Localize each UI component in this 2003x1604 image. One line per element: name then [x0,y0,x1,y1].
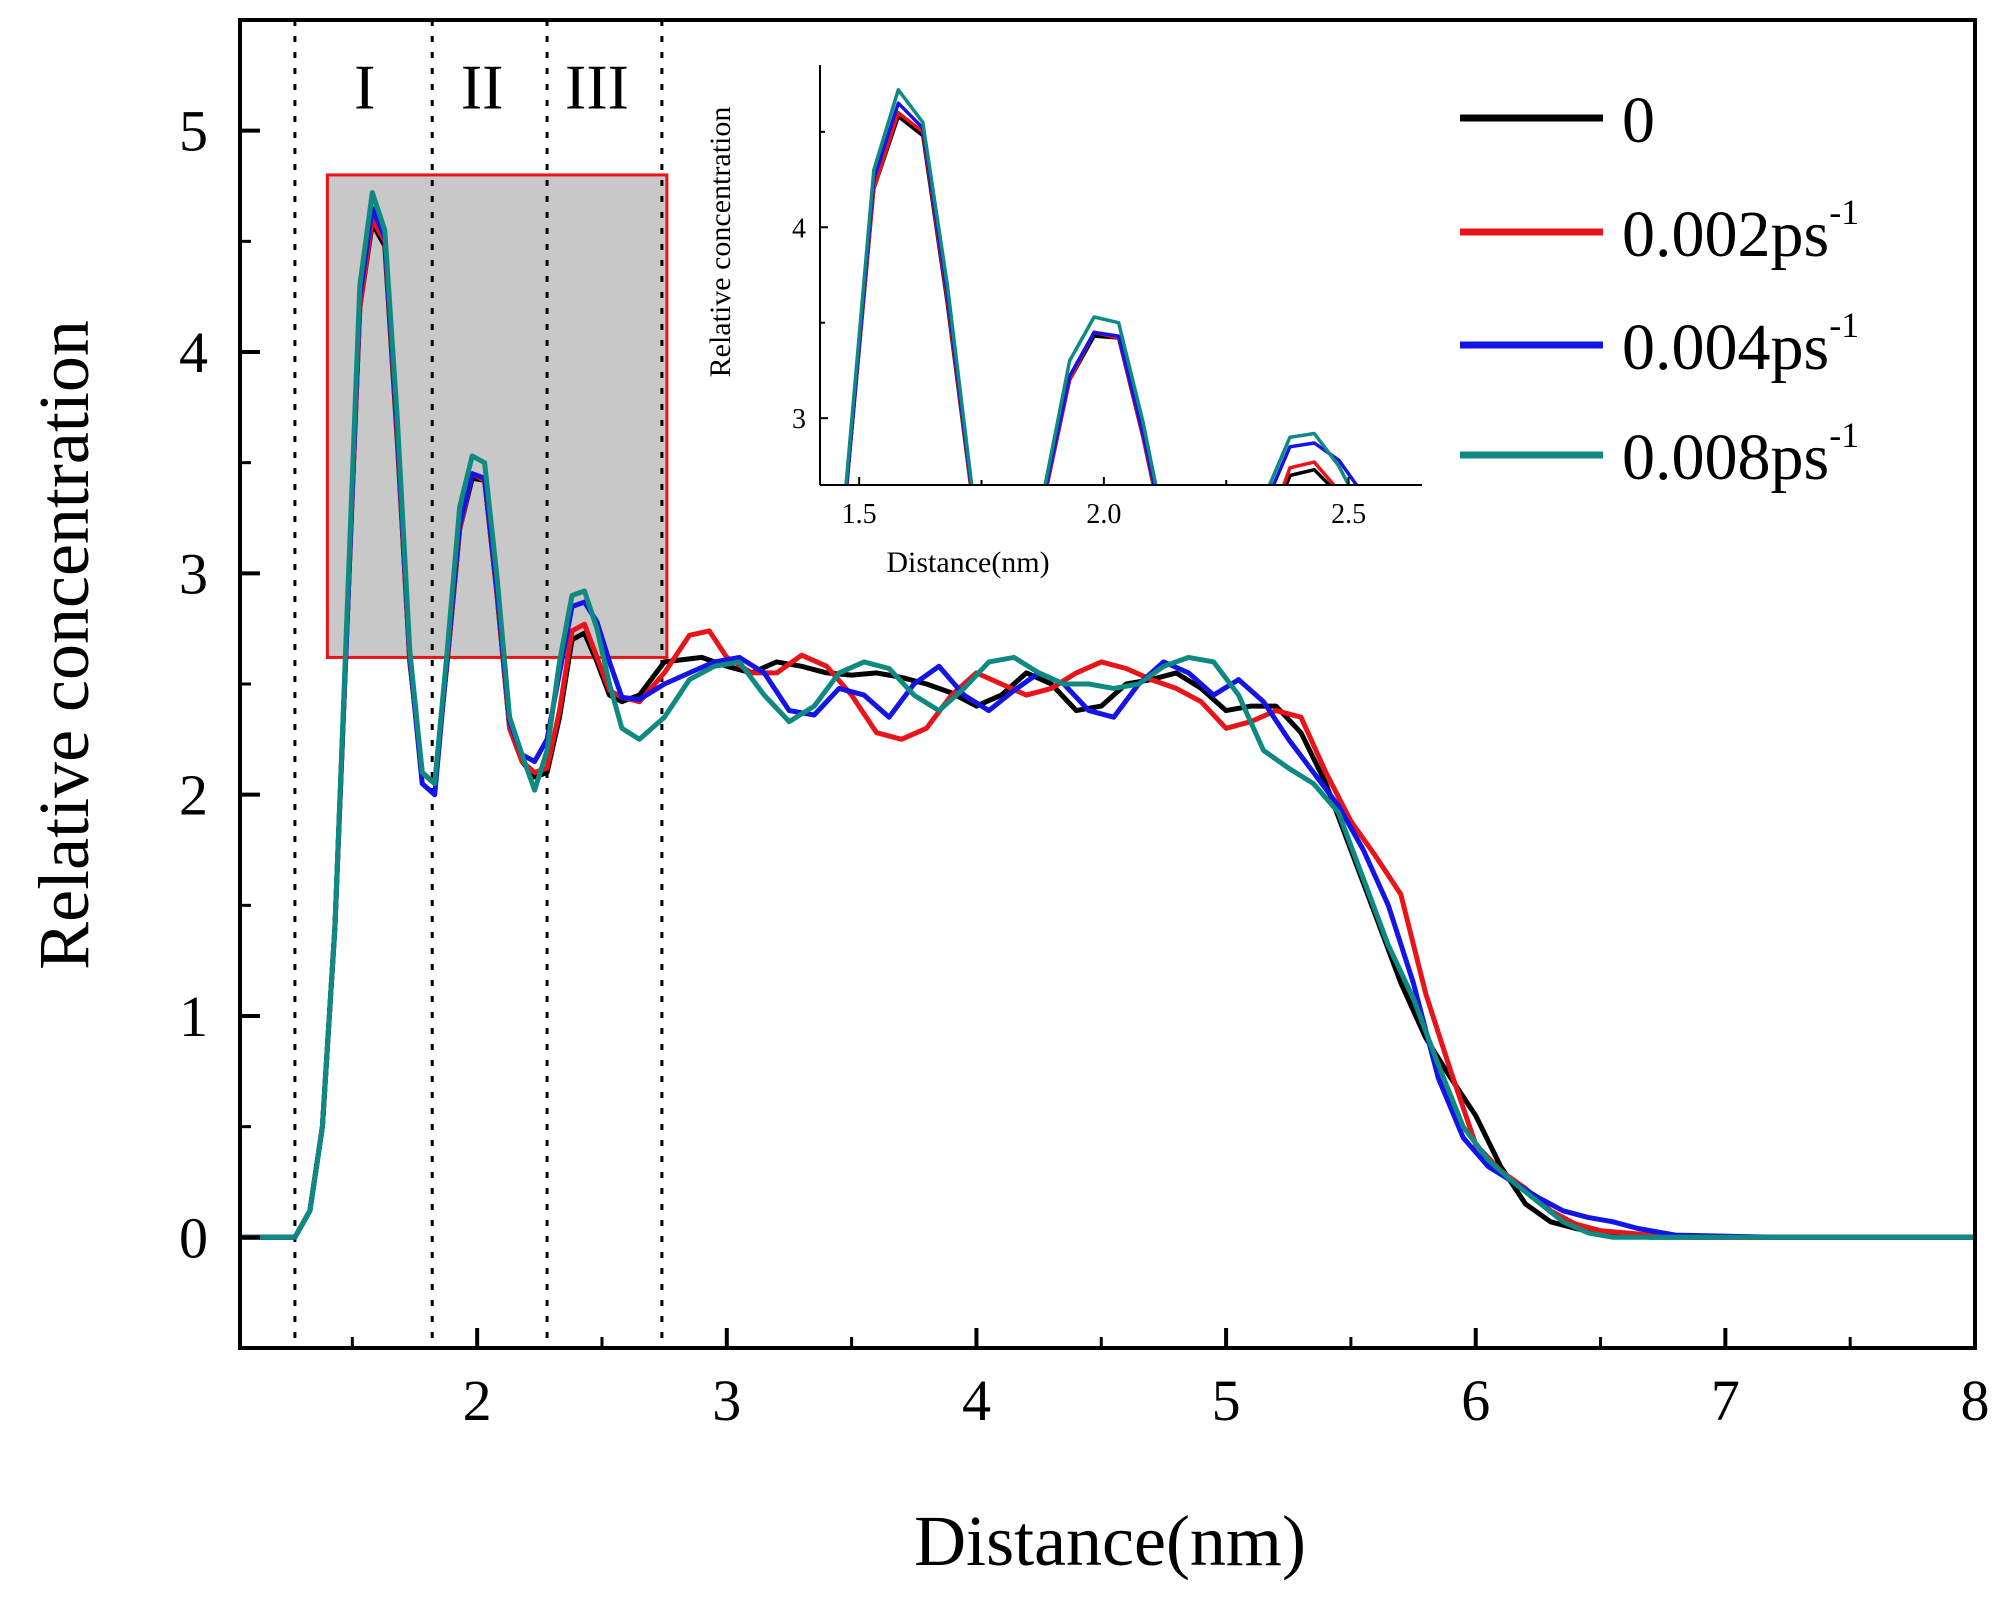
x-tick-label-0: 2 [463,1368,492,1433]
y-tick-label-2: 2 [179,763,208,828]
legend-label-1: 0.002ps-1 [1622,192,1859,271]
x-tick-label-3: 5 [1212,1368,1241,1433]
x-axis-label: Distance(nm) [914,1501,1306,1581]
y-tick-label-4: 4 [179,320,208,385]
region-label-1: I [354,52,375,123]
x-tick-label-2: 4 [962,1368,991,1433]
region-label-2: II [461,52,504,123]
axis-ticks: 2 3 4 5 6 7 8 0 1 2 3 4 5 [179,18,1990,1433]
inset-axes [819,65,1422,486]
legend-superscript-3: -1 [1829,415,1859,455]
y-tick-label-0: 0 [179,1205,208,1270]
y-tick-label-3: 3 [179,541,208,606]
inset-x-tick-label-2: 2.5 [1331,499,1366,530]
inset-x-axis-label: Distance(nm) [886,546,1049,579]
region-labels: I II III [354,52,629,123]
series-line-3 [240,190,1975,1240]
region-dividers [293,20,664,1348]
inset-plot: 1.5 2.0 2.5 3 4 Distance(nm) Relative concen… [704,65,1422,579]
legend-label-0: 0 [1622,84,1655,157]
y-tick-label-1: 1 [179,984,208,1049]
y-tick-label-5: 5 [179,99,208,164]
x-tick-label-4: 6 [1461,1368,1490,1433]
inset-y-tick-label-0: 3 [792,404,806,435]
legend-superscript-1: -1 [1829,192,1859,232]
inset-y-tick-label-1: 4 [792,213,806,244]
inset-ticks: 1.5 2.0 2.5 3 4 [792,130,1366,530]
inset-y-axis-label: Relative concentration [704,107,737,378]
x-tick-label-5: 7 [1711,1368,1740,1433]
legend-label-3: 0.008ps-1 [1622,415,1859,494]
legend-label-2: 0.004ps-1 [1622,305,1859,384]
region-label-3: III [565,52,629,123]
legend-superscript-2: -1 [1829,305,1859,345]
legend: 0 0.002ps-1 0.004ps-1 0.008ps-1 [1460,84,1859,494]
inset-x-tick-label-1: 2.0 [1086,499,1121,530]
x-tick-label-1: 3 [712,1368,741,1433]
series-line-2 [240,205,1975,1240]
x-tick-label-6: 8 [1961,1368,1990,1433]
y-axis-label: Relative concentration [24,320,104,970]
series-lines [240,190,1975,1240]
inset-x-tick-label-0: 1.5 [842,499,877,530]
